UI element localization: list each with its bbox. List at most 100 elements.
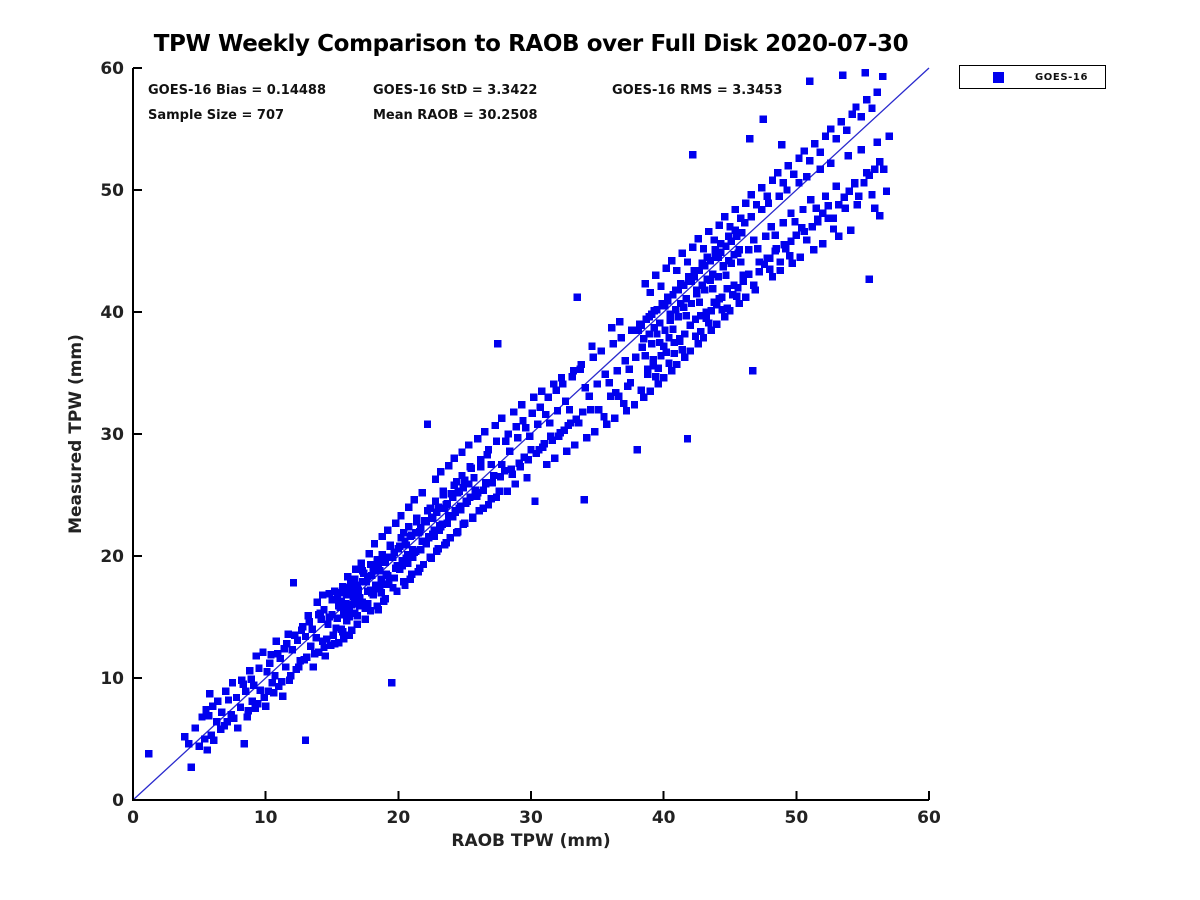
data-point — [330, 640, 339, 648]
data-point — [816, 165, 824, 173]
data-point — [702, 308, 710, 316]
data-point — [333, 595, 342, 603]
data-point — [861, 69, 870, 77]
data-point — [370, 540, 379, 548]
data-point — [256, 686, 265, 694]
data-point — [723, 285, 732, 293]
data-point — [835, 232, 843, 241]
data-point — [778, 141, 786, 149]
data-point — [397, 534, 405, 542]
data-point — [616, 318, 624, 326]
data-point — [783, 186, 791, 194]
data-point — [224, 696, 233, 704]
data-point — [811, 139, 819, 148]
data-point — [527, 446, 535, 454]
data-point — [435, 521, 444, 530]
data-point — [620, 399, 628, 408]
data-point — [393, 562, 401, 570]
data-point — [851, 180, 859, 188]
data-point — [460, 519, 469, 527]
data-point — [848, 110, 856, 119]
data-point — [413, 514, 421, 522]
data-point — [283, 640, 291, 648]
data-point — [693, 286, 701, 294]
data-point — [322, 635, 331, 643]
data-point — [251, 704, 259, 713]
data-point — [739, 277, 747, 286]
data-point — [395, 542, 404, 550]
legend-box: GOES-16 — [959, 65, 1106, 89]
data-point — [269, 688, 278, 697]
data-point — [312, 634, 320, 642]
data-point — [565, 405, 574, 414]
data-point — [841, 204, 850, 212]
data-point — [617, 333, 625, 342]
data-point — [606, 392, 615, 400]
data-point — [876, 211, 884, 220]
data-point — [581, 383, 590, 392]
data-point — [366, 560, 375, 569]
stat-sample-size: Sample Size = 707 — [148, 108, 285, 123]
data-point — [451, 508, 460, 516]
data-point — [340, 610, 348, 619]
data-point — [649, 361, 657, 370]
data-point — [344, 573, 352, 581]
y-tick-label: 20 — [100, 547, 124, 567]
data-point — [259, 648, 267, 657]
data-point — [800, 147, 808, 155]
data-point — [301, 632, 310, 641]
data-point — [414, 529, 422, 537]
data-point — [731, 205, 740, 214]
data-point — [407, 570, 416, 578]
data-point — [264, 687, 273, 696]
data-point — [587, 405, 595, 414]
data-point — [678, 346, 686, 354]
data-point — [342, 591, 351, 599]
data-point — [533, 420, 542, 428]
data-point — [654, 364, 663, 372]
data-point — [464, 441, 473, 449]
data-point — [791, 218, 799, 226]
data-point — [742, 293, 750, 302]
data-point — [475, 507, 483, 515]
data-point — [868, 191, 876, 199]
data-point — [663, 297, 672, 305]
data-point — [319, 637, 327, 646]
data-point — [714, 272, 722, 281]
data-point — [459, 483, 468, 492]
data-point — [659, 342, 668, 350]
data-point — [854, 192, 863, 200]
data-point — [758, 183, 766, 192]
data-point — [191, 724, 200, 732]
data-point — [369, 566, 377, 575]
data-point — [403, 559, 412, 568]
data-point — [722, 242, 730, 250]
data-point — [364, 573, 372, 581]
data-point — [419, 560, 428, 569]
data-point — [694, 340, 702, 348]
data-point — [374, 562, 383, 570]
data-point — [613, 366, 621, 375]
data-point — [748, 366, 757, 375]
data-point — [280, 645, 288, 653]
data-point — [212, 718, 221, 726]
data-point — [750, 281, 758, 289]
data-point — [332, 624, 340, 632]
data-point — [361, 604, 369, 613]
data-point — [697, 327, 705, 336]
data-point — [409, 553, 417, 561]
data-point — [638, 343, 647, 352]
data-point — [652, 372, 660, 381]
data-point — [588, 342, 596, 350]
data-point — [689, 243, 697, 252]
data-point — [386, 541, 395, 549]
x-tick-label: 50 — [784, 808, 808, 828]
data-point — [633, 446, 641, 454]
data-point — [519, 416, 527, 425]
data-point — [309, 663, 318, 671]
data-point — [378, 532, 387, 541]
data-point — [434, 503, 442, 511]
data-point — [795, 154, 803, 162]
data-point — [289, 579, 298, 587]
data-point — [662, 348, 671, 356]
